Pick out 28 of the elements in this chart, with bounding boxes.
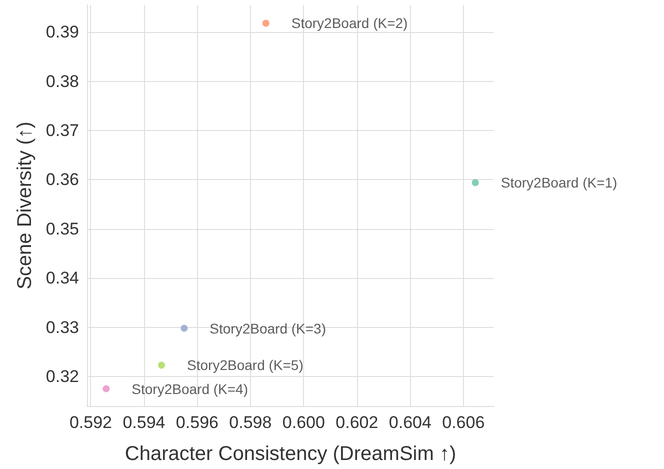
y-tick-label: 0.37 xyxy=(46,120,79,140)
x-axis-title: Character Consistency (DreamSim ↑) xyxy=(124,443,456,465)
y-tick-label: 0.36 xyxy=(46,170,79,190)
point xyxy=(472,179,479,186)
y-tick-label: 0.33 xyxy=(46,318,79,337)
x-tick-label: 0.596 xyxy=(176,413,218,432)
y-tick-label: 0.38 xyxy=(46,72,79,91)
point xyxy=(180,324,188,332)
y-tick-label: 0.34 xyxy=(46,268,79,288)
series-label: Story2Board (K=3) xyxy=(210,320,326,336)
series-label: Story2Board (K=4) xyxy=(132,380,248,397)
x-tick-label: 0.604 xyxy=(388,413,432,432)
y-tick-label: 0.35 xyxy=(46,219,79,238)
x-tick-label: 0.594 xyxy=(122,413,166,432)
series-label: Story2Board (K=5) xyxy=(187,357,304,374)
y-tick-label: 0.32 xyxy=(46,366,79,386)
y-axis-title: Scene Diversity (↑) xyxy=(14,122,36,290)
x-tick-label: 0.600 xyxy=(282,413,325,432)
x-tick-label: 0.602 xyxy=(336,413,378,432)
point xyxy=(262,20,270,27)
point xyxy=(158,362,166,369)
series-label: Story2Board (K=2) xyxy=(291,15,408,32)
series-label: Story2Board (K=1) xyxy=(500,174,618,191)
x-tick-label: 0.606 xyxy=(442,413,485,432)
y-tick-label: 0.39 xyxy=(46,22,79,42)
point xyxy=(102,385,110,392)
x-tick-label: 0.598 xyxy=(229,413,272,432)
x-tick-label: 0.592 xyxy=(69,413,112,432)
